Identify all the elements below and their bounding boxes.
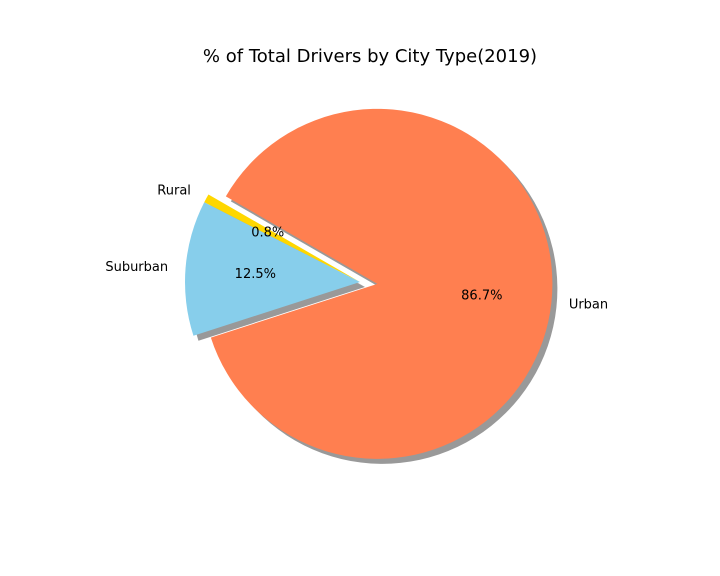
- pie-wedges: [184, 108, 553, 459]
- category-label-urban: Urban: [569, 298, 608, 313]
- wedge-suburban: [184, 202, 360, 336]
- category-label-rural: Rural: [157, 183, 191, 198]
- percent-label-rural: 0.8%: [251, 225, 284, 240]
- chart-title: % of Total Drivers by City Type(2019): [203, 46, 537, 67]
- percent-label-suburban: 12.5%: [235, 267, 276, 282]
- wedge-rural: [204, 194, 360, 282]
- pie-labels: Rural 0.8% Suburban 12.5% Urban 86.7%: [105, 183, 608, 312]
- percent-label-urban: 86.7%: [461, 288, 502, 303]
- wedge-urban: [210, 108, 553, 459]
- category-label-suburban: Suburban: [105, 260, 168, 275]
